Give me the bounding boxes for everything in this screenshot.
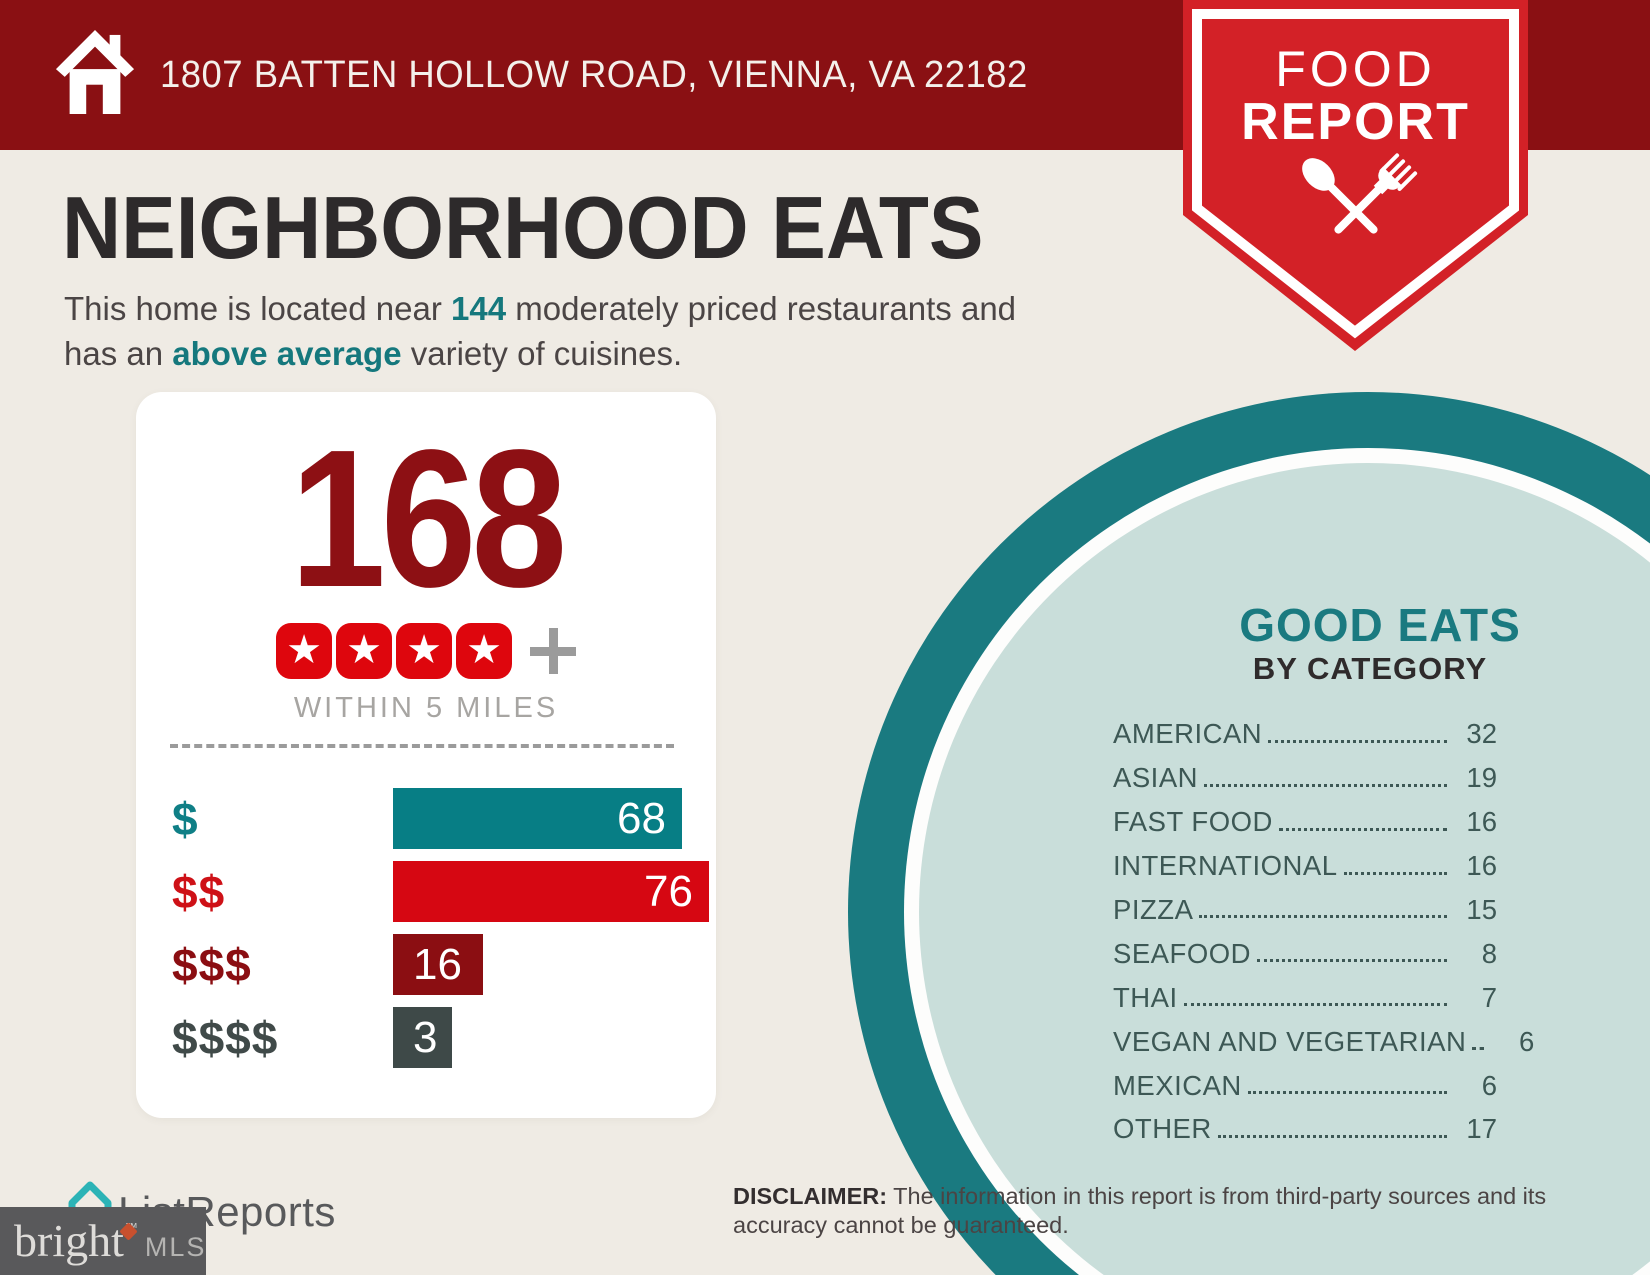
price-tier-row: $$$$ 3 — [136, 1007, 716, 1080]
category-row: SEAFOOD 8 — [1113, 931, 1497, 975]
category-row: THAI 7 — [1113, 975, 1497, 1019]
price-tier-label: $ — [172, 792, 199, 845]
intro-text-3: has an — [64, 335, 173, 372]
category-label: OTHER — [1113, 1113, 1212, 1145]
category-label: MEXICAN — [1113, 1069, 1242, 1101]
star-icon: ★ — [336, 623, 392, 679]
dotted-leader — [1472, 1047, 1485, 1051]
category-label: AMERICAN — [1113, 718, 1263, 750]
category-row: VEGAN AND VEGETARIAN 6 — [1113, 1019, 1534, 1063]
disclaimer-line1: The information in this report is from t… — [887, 1183, 1547, 1209]
price-tier-row: $$ 76 — [136, 861, 716, 934]
price-tier-label: $$ — [172, 865, 226, 918]
category-row: AMERICAN 32 — [1113, 712, 1497, 756]
price-tier-value: 3 — [413, 1012, 438, 1062]
category-row: MEXICAN 6 — [1113, 1063, 1497, 1107]
category-value: 6 — [1519, 1025, 1535, 1057]
disclaimer-line2: accuracy cannot be guaranteed. — [733, 1212, 1069, 1238]
category-label: FAST FOOD — [1113, 806, 1273, 838]
star-icon: ★ — [396, 623, 452, 679]
price-tier-label: $$$$ — [172, 1011, 279, 1064]
price-tier-label: $$$ — [172, 938, 252, 991]
star-icon: ★ — [456, 623, 512, 679]
dotted-leader — [1204, 783, 1447, 787]
price-tier-bar: 68 — [393, 788, 682, 849]
price-tier-value: 16 — [413, 939, 462, 989]
category-list: AMERICAN 32 ASIAN 19 FAST FOOD 16 INTERNATIONA… — [1113, 712, 1534, 1151]
intro-text-4: variety of cuisines. — [401, 335, 683, 372]
category-value: 19 — [1466, 762, 1497, 794]
category-label: INTERNATIONAL — [1113, 850, 1338, 882]
dotted-leader — [1256, 959, 1447, 963]
dotted-leader — [1278, 827, 1447, 831]
spoon-fork-icon — [1301, 153, 1417, 234]
variety-highlight: above average — [172, 335, 402, 372]
price-tier-value: 76 — [644, 866, 693, 916]
dotted-leader — [1199, 915, 1447, 919]
category-label: ASIAN — [1113, 762, 1199, 794]
star-icon: ★ — [276, 623, 332, 679]
dotted-leader — [1217, 1134, 1447, 1138]
dotted-leader — [1247, 1091, 1447, 1095]
category-value: 32 — [1466, 718, 1497, 750]
bright-mls-logo: bright™ MLS — [0, 1207, 206, 1275]
good-eats-title: GOOD EATS — [1239, 599, 1521, 651]
category-value: 15 — [1466, 893, 1497, 925]
intro-text: This home is located near 144 moderately… — [64, 286, 1124, 376]
total-restaurants: 168 — [290, 409, 567, 628]
intro-text-1: This home is located near — [64, 290, 452, 327]
category-row: ASIAN 19 — [1113, 756, 1497, 800]
stats-card: 168 ★ ★ ★ ★ WITHIN 5 MILES $68 $$ 76 $$$ 16 $$$$… — [136, 392, 716, 1118]
category-row: PIZZA 15 — [1113, 888, 1497, 932]
bright-wordmark: bright — [14, 1215, 124, 1266]
intro-text-2: moderately priced restaurants and — [506, 290, 1017, 327]
dotted-leader — [1183, 1003, 1447, 1007]
category-value: 7 — [1481, 981, 1497, 1013]
food-report-ribbon: FOOD REPORT — [1183, 0, 1528, 352]
category-row: OTHER 17 — [1113, 1107, 1497, 1151]
dashed-divider — [170, 744, 674, 748]
mls-label: MLS — [144, 1232, 207, 1262]
dotted-leader — [1343, 871, 1447, 875]
disclaimer: DISCLAIMER: The information in this repo… — [733, 1182, 1553, 1240]
category-label: VEGAN AND VEGETARIAN — [1113, 1025, 1467, 1057]
category-value: 16 — [1466, 850, 1497, 882]
price-tier-bar: 3 — [393, 1007, 452, 1068]
ribbon-shape — [1183, 0, 1528, 351]
category-value: 16 — [1466, 806, 1497, 838]
category-value: 6 — [1481, 1069, 1497, 1101]
price-tier-bar: 16 — [393, 934, 483, 995]
price-tier-bar: 76 — [393, 861, 709, 922]
radius-label: WITHIN 5 MILES — [293, 692, 559, 724]
ribbon-line1: FOOD — [1275, 41, 1436, 97]
category-value: 8 — [1481, 937, 1497, 969]
restaurant-count: 144 — [451, 290, 507, 327]
category-row: FAST FOOD 16 — [1113, 800, 1497, 844]
category-label: SEAFOOD — [1113, 937, 1251, 969]
category-label: THAI — [1113, 981, 1178, 1013]
category-row: INTERNATIONAL 16 — [1113, 844, 1497, 888]
price-tier-chart: $68 $$ 76 $$$ 16 $$$$ 3 — [136, 788, 716, 1080]
good-eats-subtitle: BY CATEGORY — [1252, 651, 1488, 686]
home-icon — [55, 30, 135, 114]
price-tier-row: $68 — [136, 788, 716, 861]
price-tier-row: $$$ 16 — [136, 934, 716, 1007]
property-address: 1807 BATTEN HOLLOW ROAD, VIENNA, VA 2218… — [160, 53, 1028, 96]
disclaimer-label: DISCLAIMER: — [733, 1183, 888, 1209]
page-title: NEIGHBORHOOD EATS — [62, 178, 984, 277]
category-value: 17 — [1466, 1113, 1497, 1145]
ribbon-line2: REPORT — [1241, 93, 1470, 151]
rating-stars: ★ ★ ★ ★ — [136, 623, 716, 679]
dotted-leader — [1268, 739, 1447, 743]
plus-icon — [530, 628, 576, 674]
price-tier-value: 68 — [617, 793, 666, 843]
category-label: PIZZA — [1113, 893, 1194, 925]
